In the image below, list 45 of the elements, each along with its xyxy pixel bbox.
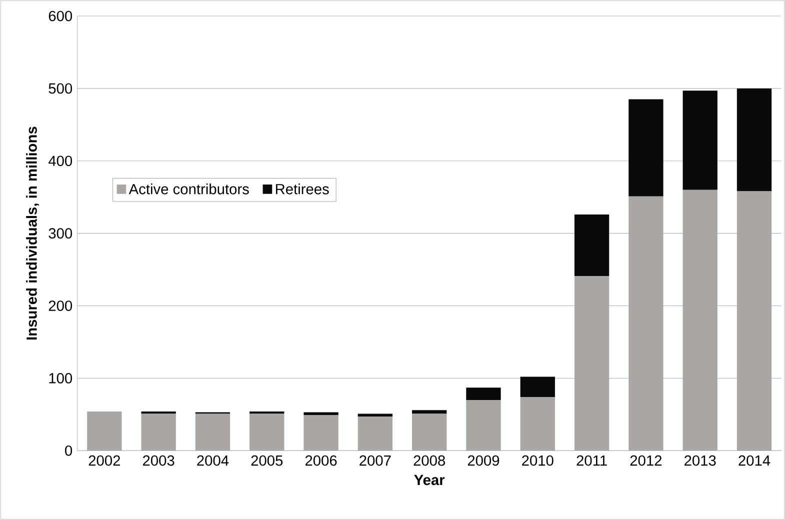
bar <box>412 414 447 451</box>
x-tick-label: 2008 <box>414 455 445 466</box>
x-tick-label: 2002 <box>88 455 120 466</box>
bar <box>304 415 338 451</box>
y-tick-label: 600 <box>48 10 72 22</box>
x-axis-title: Year <box>414 474 445 486</box>
bar <box>358 416 393 451</box>
legend-label: Active contributors <box>128 184 249 194</box>
bar <box>87 412 122 451</box>
bar <box>412 410 447 414</box>
y-tick-label: 100 <box>49 373 72 384</box>
bar <box>682 190 718 451</box>
bar <box>574 214 610 276</box>
bar <box>250 414 284 451</box>
bar <box>628 99 664 196</box>
x-tick-label: 2010 <box>522 455 554 466</box>
y-tick-label: 300 <box>48 228 72 239</box>
bar <box>195 414 230 451</box>
bar <box>736 88 772 192</box>
x-tick-label: 2006 <box>305 455 337 466</box>
bar <box>358 414 393 417</box>
bar <box>574 276 610 451</box>
bar <box>141 414 176 451</box>
x-tick-label: 2005 <box>251 455 283 466</box>
x-tick-label: 2013 <box>684 455 716 466</box>
bar <box>466 388 501 400</box>
y-tick-label: 0 <box>65 445 72 456</box>
legend-label: Retirees <box>276 184 329 194</box>
y-axis-title: Insured individuals, in millions <box>26 126 40 340</box>
x-tick-label: 2007 <box>360 455 391 466</box>
x-tick-label: 2004 <box>197 455 229 466</box>
y-tick-label: 200 <box>48 300 72 311</box>
bar <box>520 397 555 451</box>
x-tick-label: 2012 <box>630 455 662 466</box>
bar <box>466 400 501 451</box>
bar <box>520 376 555 398</box>
x-tick-label: 2014 <box>738 455 770 466</box>
y-tick-label: 400 <box>48 156 72 166</box>
x-tick-label: 2003 <box>142 455 174 466</box>
x-tick-label: 2011 <box>576 455 607 466</box>
bar <box>736 191 772 451</box>
x-tick-label: 2009 <box>468 455 500 466</box>
bar <box>682 90 718 190</box>
bar <box>628 196 664 451</box>
y-tick-label: 500 <box>48 83 72 94</box>
